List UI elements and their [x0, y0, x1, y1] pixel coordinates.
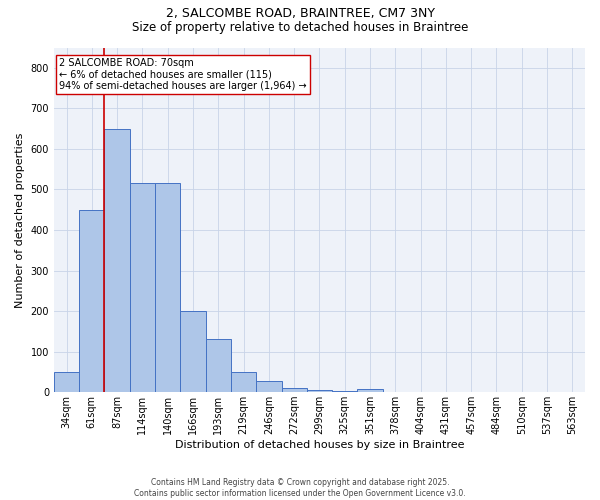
- Bar: [281, 388, 307, 392]
- X-axis label: Distribution of detached houses by size in Braintree: Distribution of detached houses by size …: [175, 440, 464, 450]
- Bar: [358, 390, 383, 392]
- Bar: [130, 184, 155, 392]
- Bar: [54, 372, 79, 392]
- Bar: [79, 210, 104, 392]
- Bar: [256, 381, 281, 392]
- Bar: [307, 390, 332, 392]
- Text: 2, SALCOMBE ROAD, BRAINTREE, CM7 3NY: 2, SALCOMBE ROAD, BRAINTREE, CM7 3NY: [166, 8, 434, 20]
- Bar: [181, 311, 206, 392]
- Text: 2 SALCOMBE ROAD: 70sqm
← 6% of detached houses are smaller (115)
94% of semi-det: 2 SALCOMBE ROAD: 70sqm ← 6% of detached …: [59, 58, 307, 91]
- Bar: [231, 372, 256, 392]
- Bar: [206, 340, 231, 392]
- Text: Contains HM Land Registry data © Crown copyright and database right 2025.
Contai: Contains HM Land Registry data © Crown c…: [134, 478, 466, 498]
- Bar: [104, 128, 130, 392]
- Text: Size of property relative to detached houses in Braintree: Size of property relative to detached ho…: [132, 21, 468, 34]
- Bar: [155, 184, 181, 392]
- Y-axis label: Number of detached properties: Number of detached properties: [15, 132, 25, 308]
